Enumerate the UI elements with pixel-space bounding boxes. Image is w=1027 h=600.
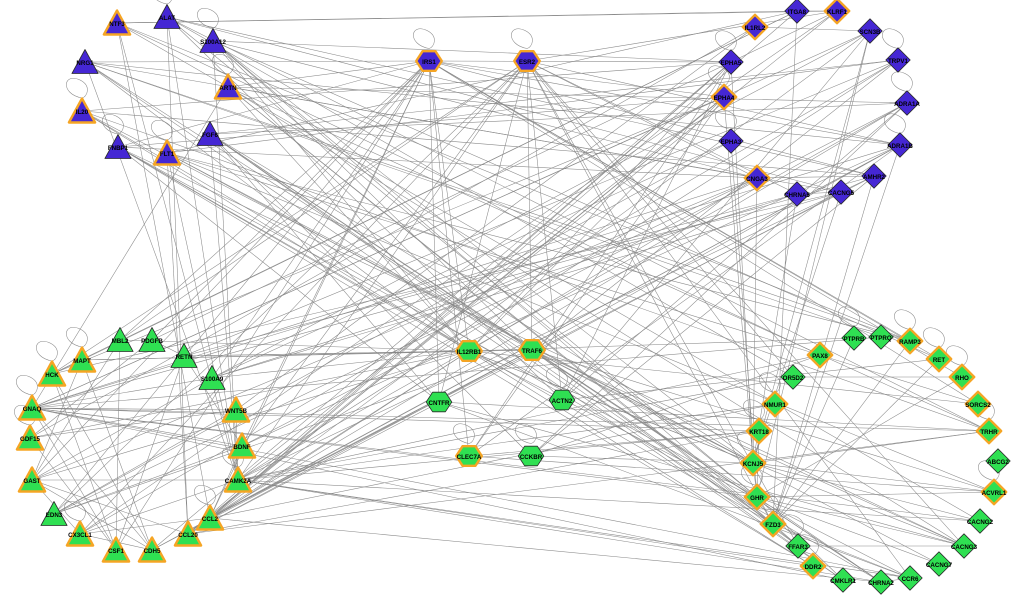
- svg-text:GNAQ: GNAQ: [23, 406, 42, 413]
- svg-text:CAMK2A: CAMK2A: [225, 478, 252, 485]
- svg-text:CX3CL1: CX3CL1: [68, 532, 92, 539]
- svg-text:DDR2: DDR2: [805, 564, 822, 571]
- svg-text:ARTN: ARTN: [219, 85, 237, 92]
- svg-text:IRS1: IRS1: [422, 59, 436, 66]
- svg-text:CSF1: CSF1: [108, 548, 124, 555]
- svg-text:IL1RL2: IL1RL2: [745, 25, 766, 32]
- svg-text:SORCS2: SORCS2: [965, 402, 991, 409]
- svg-text:ADRA1B: ADRA1B: [887, 143, 913, 150]
- svg-text:FFAR3: FFAR3: [788, 544, 808, 551]
- svg-text:CCR6: CCR6: [902, 576, 919, 583]
- svg-text:EPHA5: EPHA5: [721, 60, 742, 67]
- svg-text:TRAF6: TRAF6: [522, 348, 542, 355]
- svg-text:MAPT: MAPT: [73, 358, 91, 365]
- svg-text:ABCG2: ABCG2: [987, 459, 1009, 466]
- svg-text:TRHR: TRHR: [980, 429, 998, 436]
- svg-text:CLEC7A: CLEC7A: [457, 454, 482, 461]
- svg-text:CHRNA5: CHRNA5: [784, 192, 810, 199]
- svg-text:SCN3B: SCN3B: [860, 29, 882, 36]
- svg-text:NRG1: NRG1: [76, 60, 94, 67]
- svg-text:HCK: HCK: [45, 372, 59, 379]
- svg-text:S100A12: S100A12: [200, 39, 226, 46]
- svg-text:CACNG3: CACNG3: [951, 544, 978, 551]
- svg-text:NTF3: NTF3: [109, 21, 125, 28]
- svg-text:BDNF: BDNF: [233, 444, 250, 451]
- svg-text:PDGFB: PDGFB: [141, 338, 163, 345]
- svg-text:GDF15: GDF15: [20, 436, 41, 443]
- svg-text:CCL2: CCL2: [202, 516, 219, 523]
- svg-text:PTPRB: PTPRB: [844, 336, 866, 343]
- svg-text:CACNG5: CACNG5: [828, 190, 855, 197]
- svg-text:PTPRQ: PTPRQ: [870, 335, 892, 342]
- svg-text:CACNG7: CACNG7: [926, 562, 953, 569]
- svg-text:ACVRL1: ACVRL1: [982, 490, 1007, 497]
- svg-text:CMKLR1: CMKLR1: [830, 578, 856, 585]
- svg-text:CCKBR: CCKBR: [520, 454, 543, 461]
- svg-text:ESR2: ESR2: [519, 59, 536, 66]
- svg-text:EPHA4: EPHA4: [714, 95, 735, 102]
- svg-text:CDH5: CDH5: [144, 548, 161, 555]
- svg-text:NMUR1: NMUR1: [764, 402, 787, 409]
- svg-text:S100A9: S100A9: [201, 376, 224, 383]
- svg-text:KLRF1: KLRF1: [827, 9, 847, 16]
- svg-text:CACNG2: CACNG2: [967, 519, 994, 526]
- svg-text:PAX8: PAX8: [812, 353, 828, 360]
- svg-text:GHR: GHR: [750, 495, 764, 502]
- svg-text:FZD3: FZD3: [765, 522, 781, 529]
- svg-text:ADRA1A: ADRA1A: [894, 101, 920, 108]
- svg-text:CNTFR: CNTFR: [429, 400, 450, 407]
- svg-text:ACTN2: ACTN2: [552, 398, 573, 405]
- svg-text:OR5D2: OR5D2: [783, 375, 804, 382]
- svg-text:RAMP3: RAMP3: [899, 339, 921, 346]
- svg-text:CCL20: CCL20: [178, 532, 198, 539]
- svg-text:GAST: GAST: [23, 478, 40, 485]
- svg-text:RETN: RETN: [176, 354, 193, 361]
- svg-text:RHO: RHO: [955, 375, 969, 382]
- svg-text:FLT1: FLT1: [160, 151, 175, 158]
- svg-text:FGF6: FGF6: [202, 132, 218, 139]
- svg-text:MBL2: MBL2: [112, 338, 129, 345]
- svg-text:CHRNA2: CHRNA2: [868, 580, 894, 587]
- svg-text:ITGA8: ITGA8: [788, 9, 807, 16]
- svg-text:RET: RET: [933, 357, 946, 364]
- svg-text:WNT5B: WNT5B: [225, 408, 248, 415]
- svg-text:ALAT: ALAT: [159, 15, 175, 22]
- svg-text:KCNJ5: KCNJ5: [743, 461, 764, 468]
- svg-text:CNGA3: CNGA3: [746, 176, 768, 183]
- svg-text:KRT18: KRT18: [749, 429, 769, 436]
- svg-text:TRPV1: TRPV1: [888, 58, 909, 65]
- svg-text:IL12RB1: IL12RB1: [457, 349, 482, 356]
- svg-text:FNBP1: FNBP1: [108, 145, 129, 152]
- svg-text:AMHR2: AMHR2: [863, 174, 886, 181]
- svg-text:EPHA3: EPHA3: [721, 139, 742, 146]
- svg-text:IL20: IL20: [76, 109, 89, 116]
- svg-text:EDN3: EDN3: [46, 512, 63, 519]
